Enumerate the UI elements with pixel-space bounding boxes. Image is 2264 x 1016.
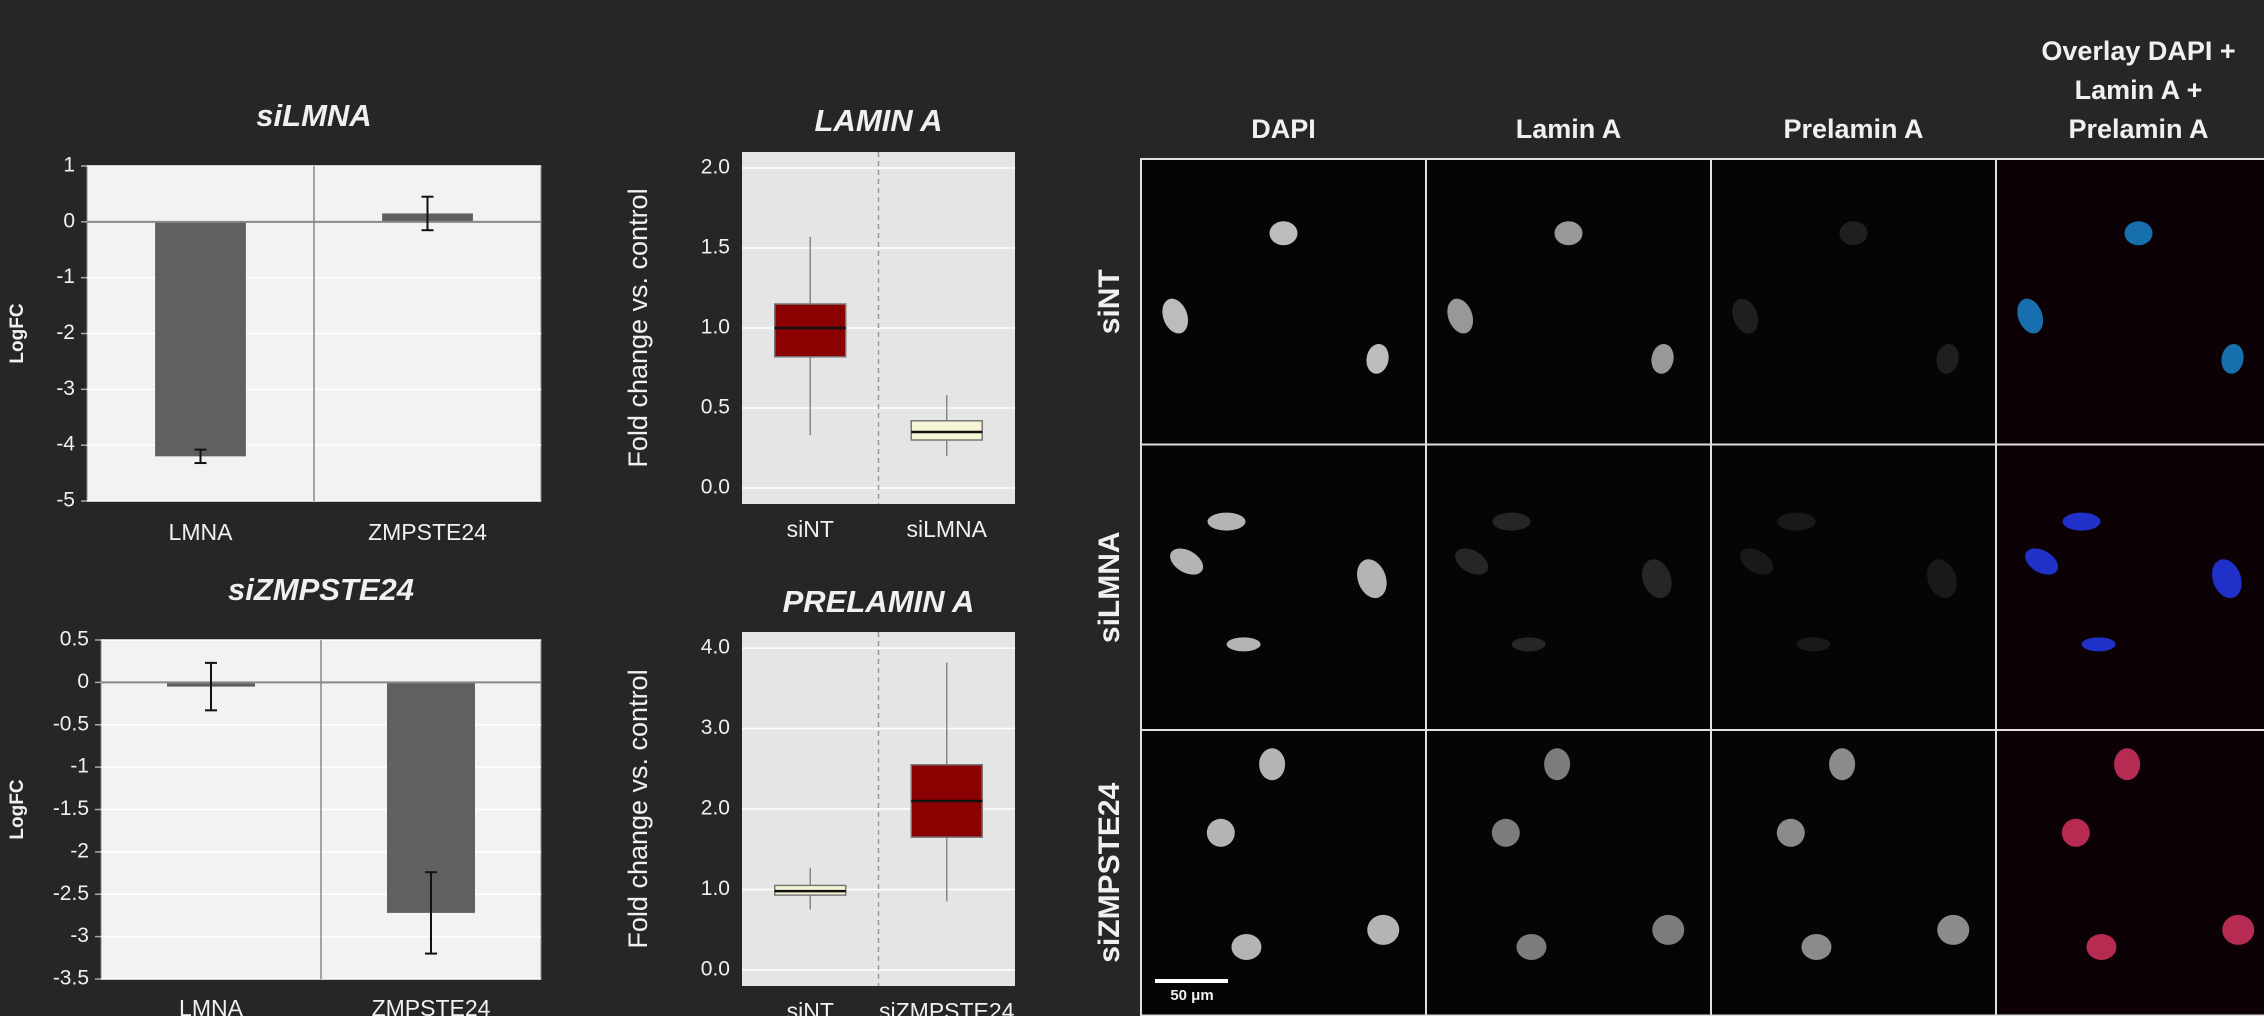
- nucleus: [1937, 915, 1969, 945]
- y-tick-label: -3.5: [53, 967, 89, 990]
- nucleus: [1512, 637, 1546, 651]
- nucleus: [2082, 637, 2116, 651]
- bar: [155, 222, 246, 456]
- row-label: siLMNA: [1093, 531, 1126, 643]
- chart-title: PRELAMIN A: [783, 584, 975, 619]
- nucleus: [1797, 637, 1831, 651]
- y-tick-label: 0.5: [60, 628, 89, 651]
- y-tick-label: 1.0: [701, 877, 730, 900]
- nucleus: [1231, 934, 1261, 960]
- y-tick-label: -3: [70, 924, 89, 947]
- x-tick-label: LMNA: [179, 995, 244, 1016]
- figure: siLMNA LogFC -5 -4 -3 -2 -1 0 1 LMNA ZMPSTE24 siZMP…: [0, 0, 2264, 1016]
- y-tick-label: 0.0: [701, 957, 730, 980]
- column-header: Lamin A: [1516, 114, 1622, 144]
- y-tick-label: 3.0: [701, 716, 730, 739]
- micrograph: [1711, 159, 1996, 445]
- box: [911, 421, 982, 440]
- nucleus: [2222, 915, 2254, 945]
- chart-title: siZMPSTE24: [228, 572, 414, 607]
- y-tick-label: -2: [70, 839, 89, 862]
- y-tick-label: -5: [56, 489, 75, 512]
- x-tick-label: siLMNA: [906, 516, 987, 542]
- nucleus: [1829, 748, 1855, 780]
- y-tick-label: 2.0: [701, 156, 730, 179]
- column-header: Prelamin A: [1783, 114, 1923, 144]
- y-tick-label: 2.0: [701, 797, 730, 820]
- nucleus: [1840, 221, 1868, 245]
- micrograph: [1426, 159, 1711, 445]
- y-tick-label: 1: [63, 154, 75, 177]
- nucleus: [1778, 513, 1816, 531]
- y-tick-label: 0: [77, 670, 89, 693]
- column-header: Prelamin A: [2068, 114, 2208, 144]
- nucleus: [1493, 513, 1531, 531]
- x-tick-label: LMNA: [169, 519, 234, 545]
- nucleus: [1367, 915, 1399, 945]
- micrograph: [1141, 159, 1426, 445]
- nucleus: [1208, 513, 1246, 531]
- y-tick-label: 0.0: [701, 476, 730, 499]
- y-axis-label: Fold change vs. control: [623, 188, 653, 467]
- column-header: Lamin A +: [2075, 75, 2203, 105]
- nucleus: [1544, 748, 1570, 780]
- y-axis-label: Fold change vs. control: [623, 669, 653, 948]
- y-tick-label: -4: [56, 433, 75, 456]
- y-tick-label: -2: [56, 321, 75, 344]
- box: [775, 304, 846, 357]
- y-tick-label: -2.5: [53, 882, 89, 905]
- x-tick-label: ZMPSTE24: [372, 995, 491, 1016]
- chart-title: siLMNA: [256, 98, 371, 133]
- nucleus: [2114, 748, 2140, 780]
- micrograph: [1711, 730, 1996, 1016]
- y-tick-label: 1.0: [701, 316, 730, 339]
- nucleus: [1227, 637, 1261, 651]
- nucleus: [1555, 221, 1583, 245]
- y-tick-label: -1.5: [53, 797, 89, 820]
- y-tick-label: -1: [56, 265, 75, 288]
- nucleus: [2063, 513, 2101, 531]
- row-label: siNT: [1093, 269, 1126, 334]
- y-tick-label: 0: [63, 209, 75, 232]
- y-tick-label: 4.0: [701, 636, 730, 659]
- y-tick-label: -0.5: [53, 712, 89, 735]
- micrograph: [1426, 730, 1711, 1016]
- y-tick-label: 1.5: [701, 236, 730, 259]
- micrograph: [1996, 159, 2264, 445]
- micrograph: [1141, 730, 1426, 1016]
- nucleus: [1652, 915, 1684, 945]
- nucleus: [1516, 934, 1546, 960]
- x-tick-label: ZMPSTE24: [368, 519, 487, 545]
- y-axis-label: LogFC: [7, 779, 28, 839]
- column-header: Overlay DAPI +: [2041, 36, 2235, 66]
- nucleus: [1270, 221, 1298, 245]
- y-axis-label: LogFC: [7, 303, 28, 363]
- y-tick-label: -3: [56, 377, 75, 400]
- y-tick-label: 0.5: [701, 396, 730, 419]
- nucleus: [1259, 748, 1285, 780]
- x-tick-label: siZMPSTE24: [879, 998, 1015, 1016]
- nucleus: [2125, 221, 2153, 245]
- x-tick-label: siNT: [787, 516, 834, 542]
- column-header: DAPI: [1251, 114, 1316, 144]
- nucleus: [2086, 934, 2116, 960]
- scale-bar-label: 50 μm: [1170, 987, 1213, 1004]
- chart-title: LAMIN A: [815, 103, 943, 138]
- row-label: siZMPSTE24: [1093, 782, 1126, 962]
- nucleus: [1801, 934, 1831, 960]
- y-tick-label: -1: [70, 755, 89, 778]
- x-tick-label: siNT: [787, 998, 834, 1016]
